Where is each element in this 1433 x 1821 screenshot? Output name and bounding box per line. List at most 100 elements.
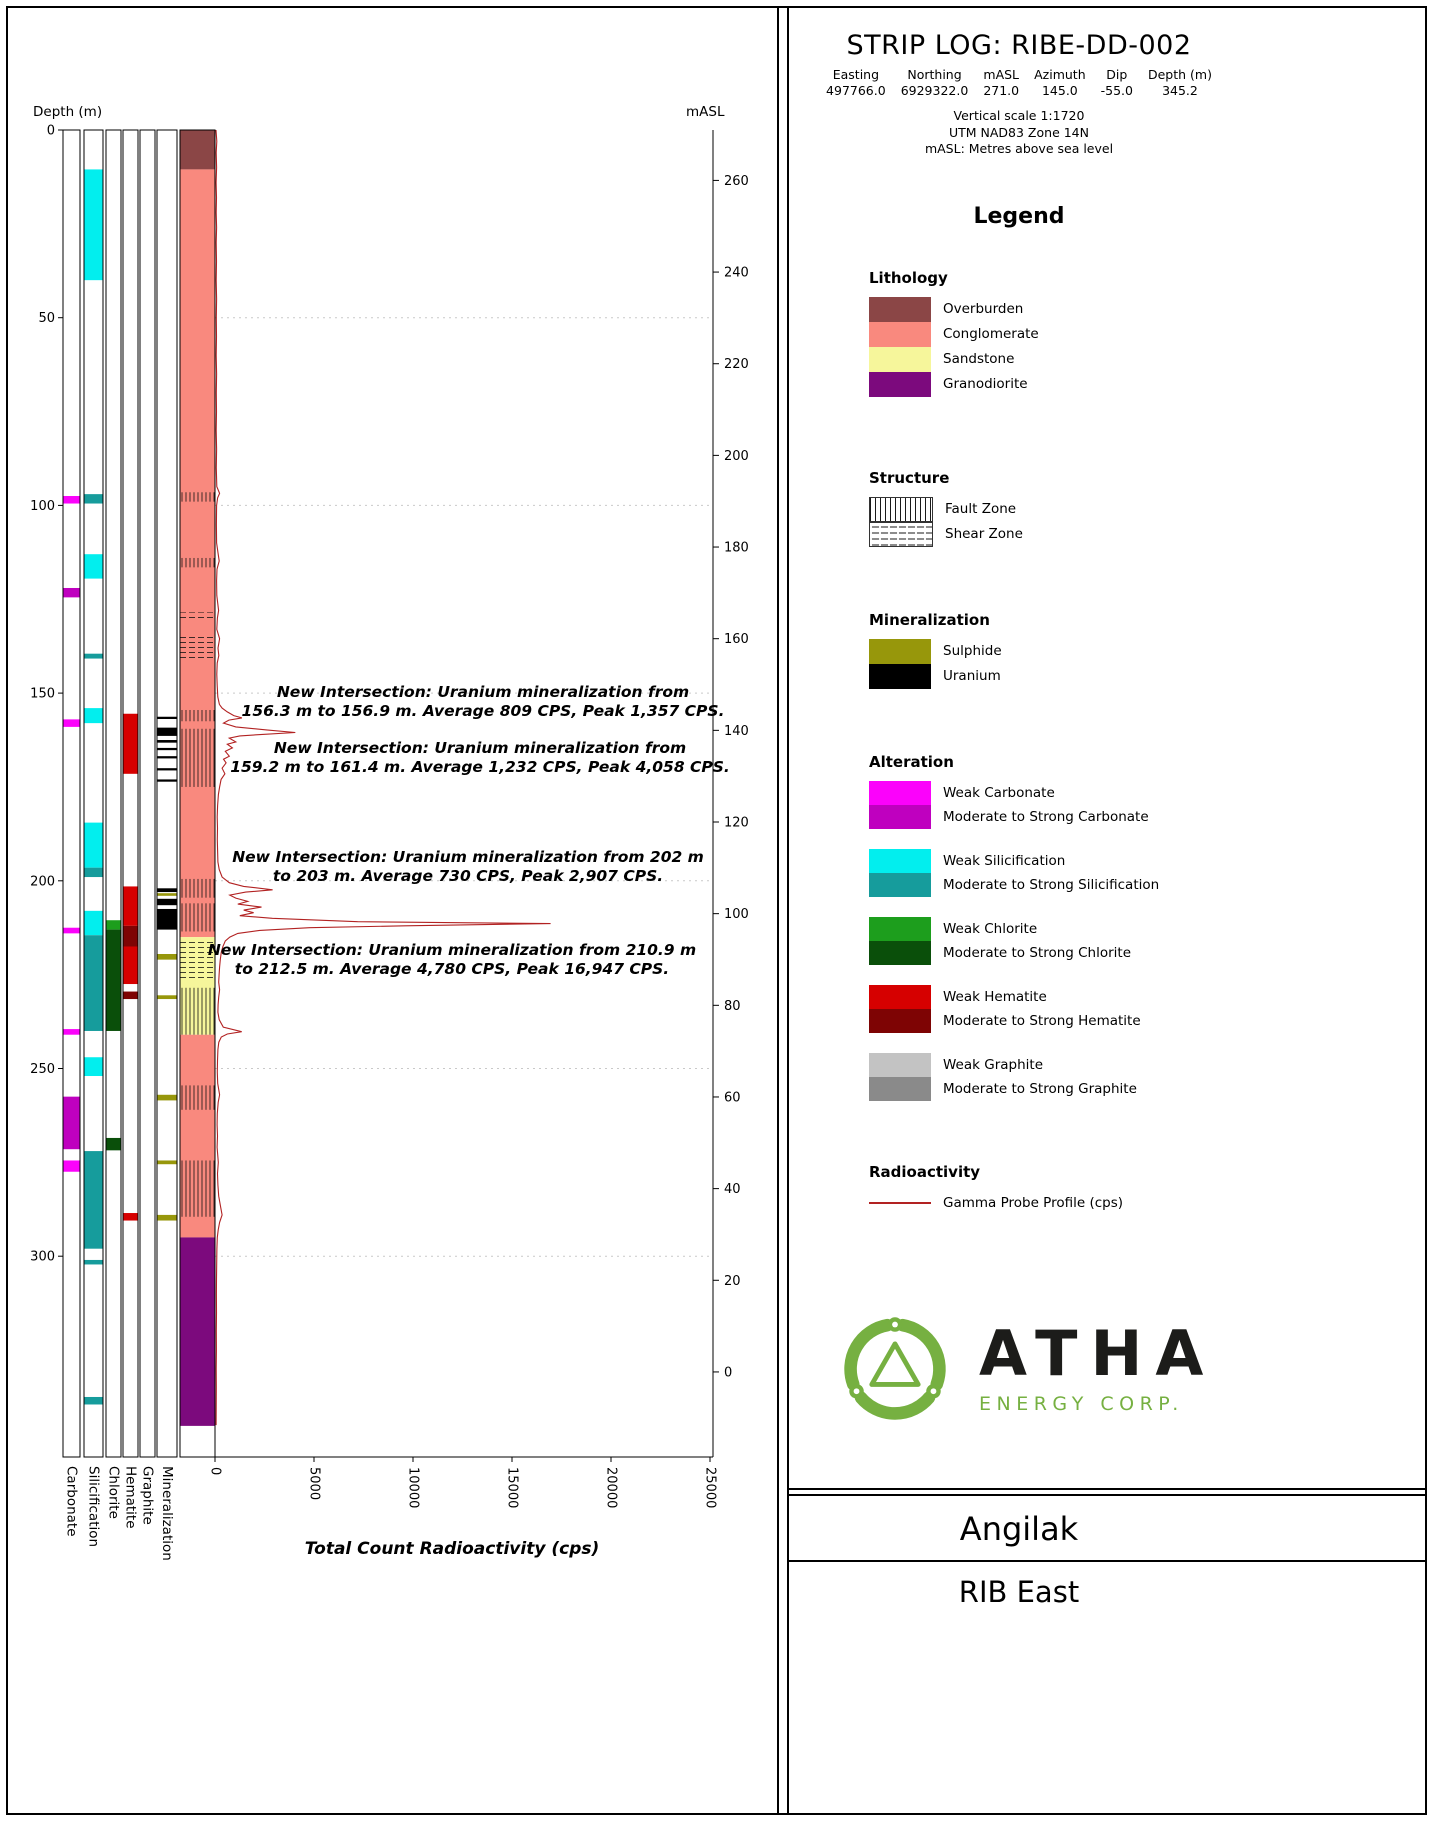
track-label-mineralization: Mineralization xyxy=(159,1466,175,1561)
cps-tick-label: 0 xyxy=(208,1467,223,1475)
depth-axis: 0 50 100 150 200 250 300 xyxy=(30,124,63,1265)
legend-item-label: Fault Zone xyxy=(945,501,1017,518)
track-interval xyxy=(63,1029,80,1035)
collar-info-label: Dip xyxy=(1106,67,1128,82)
track-interval xyxy=(157,908,177,930)
strong-label: Moderate to Strong Hematite xyxy=(943,1012,1141,1029)
track-interval xyxy=(84,1396,103,1405)
cps-tick-label: 20000 xyxy=(604,1467,619,1508)
panel-content: STRIP LOG: RIBE-DD-002 Easting 497766.0 No… xyxy=(789,30,1249,1427)
weak-label: Weak Carbonate xyxy=(943,784,1055,801)
fault-zone xyxy=(180,492,215,502)
legend-title: Legend xyxy=(973,203,1065,229)
cps-tick-label: 10000 xyxy=(406,1467,421,1508)
track-label-silicification: Silicification xyxy=(86,1466,102,1547)
depth-gridlines xyxy=(215,317,710,1257)
masl-tick-label: 240 xyxy=(724,266,749,281)
track-interval xyxy=(123,713,138,774)
legend-item-conglomerate: Conglomerate xyxy=(869,321,1249,347)
scale-notes: Vertical scale 1:1720 UTM NAD83 Zone 14N m… xyxy=(789,108,1249,158)
track-interval xyxy=(84,1259,103,1265)
title-block: Angilak RIB East xyxy=(789,1488,1425,1621)
collar-info-value: -55.0 xyxy=(1100,82,1133,98)
depth-tick-label: 50 xyxy=(38,311,55,326)
alteration-swatch xyxy=(869,1052,931,1101)
fault-zone xyxy=(180,709,215,722)
collar-info-column: Depth (m) 345.2 xyxy=(1148,67,1212,98)
mineralization-heading: Mineralization xyxy=(869,610,990,629)
alteration-group-graphite: Weak Graphite Moderate to Strong Graphite xyxy=(869,1052,1249,1101)
track-interval xyxy=(63,719,80,727)
track-mineralization xyxy=(156,129,178,1458)
structure-heading: Structure xyxy=(869,468,950,487)
cps-axis: 0 5000 10000 15000 20000 25000 Total Count Rad… xyxy=(180,1456,718,1559)
legend-item-overburden: Overburden xyxy=(869,296,1249,322)
intersection-annotation: New Intersection: Uranium mineralization… xyxy=(208,941,696,978)
track-interval xyxy=(157,727,177,736)
legend-item-granodiorite: Granodiorite xyxy=(869,371,1249,397)
legend-section-structure: Structure Fault Zone Shear Zone xyxy=(869,469,1249,547)
strong-swatch xyxy=(869,872,931,897)
legend-section-radioactivity: Radioactivity Gamma Probe Profile (cps) xyxy=(869,1163,1249,1215)
track-interval xyxy=(157,1160,177,1165)
track-interval xyxy=(123,1213,138,1221)
alteration-group-carbonate: Weak Carbonate Moderate to Strong Carbona… xyxy=(869,780,1249,829)
alteration-labels: Weak Carbonate Moderate to Strong Carbona… xyxy=(931,781,1149,829)
track-chlorite xyxy=(105,129,122,1458)
legend-item-sulphide: Sulphide xyxy=(869,638,1249,664)
track-interval xyxy=(84,935,103,1031)
track-interval xyxy=(84,169,103,281)
collar-info-column: Azimuth 145.0 xyxy=(1034,67,1086,98)
track-interval xyxy=(63,587,80,598)
title-block-separator xyxy=(789,1560,1425,1562)
masl-tick-label: 180 xyxy=(724,541,749,556)
alteration-swatch xyxy=(869,848,931,897)
weak-swatch xyxy=(869,984,931,1009)
title-block-inner: Angilak RIB East xyxy=(789,1494,1425,1621)
collar-info-label: Azimuth xyxy=(1034,67,1086,82)
weak-swatch xyxy=(869,848,931,873)
cps-tick-label: 25000 xyxy=(703,1467,718,1508)
collar-info-table: Easting 497766.0 Northing 6929322.0 mASL 271.… xyxy=(789,67,1249,98)
legend-item-label: Shear Zone xyxy=(945,526,1023,543)
atha-logo: ATHA ENERGY CORP. xyxy=(837,1311,1249,1427)
shear-zone xyxy=(180,938,215,979)
legend-item-label: Sulphide xyxy=(943,643,1002,660)
shear-zone xyxy=(180,612,215,622)
track-interval xyxy=(123,946,138,985)
track-interval xyxy=(84,708,103,724)
track-interval xyxy=(157,995,177,1000)
alteration-tracks xyxy=(62,129,178,1458)
logo-subtitle: ENERGY CORP. xyxy=(979,1392,1184,1415)
collar-info-value: 345.2 xyxy=(1162,82,1198,98)
track-interval xyxy=(157,888,177,893)
depth-tick-label: 200 xyxy=(30,874,55,889)
logo-wordmark: ATHA xyxy=(979,1316,1217,1390)
depth-tick-label: 300 xyxy=(30,1250,55,1265)
strong-swatch xyxy=(869,940,931,965)
legend-item-label: Overburden xyxy=(943,301,1024,318)
track-label-carbonate: Carbonate xyxy=(64,1466,80,1537)
track-interval xyxy=(63,1160,80,1172)
masl-tick-label: 200 xyxy=(724,449,749,464)
collar-info-column: Northing 6929322.0 xyxy=(901,67,969,98)
track-interval xyxy=(157,768,177,771)
track-interval xyxy=(157,954,177,960)
track-interval xyxy=(157,779,177,782)
lithology-column xyxy=(179,129,216,1458)
depth-tick-label: 0 xyxy=(47,124,55,139)
legend-item-label: Conglomerate xyxy=(943,326,1039,343)
fault-zone xyxy=(180,1160,215,1217)
shear-zone xyxy=(180,634,215,662)
alteration-labels: Weak Graphite Moderate to Strong Graphite xyxy=(931,1053,1137,1101)
weak-swatch xyxy=(869,916,931,941)
page-title: STRIP LOG: RIBE-DD-002 xyxy=(846,30,1192,61)
logo-text: ATHA ENERGY CORP. xyxy=(979,1316,1217,1415)
cps-tick-label: 5000 xyxy=(307,1467,322,1500)
legend-section-lithology: Lithology Overburden Conglomerate Sandston… xyxy=(869,269,1249,397)
uranium-swatch xyxy=(869,663,931,689)
shear-zone-swatch xyxy=(869,521,933,547)
depth-tick-label: 250 xyxy=(30,1062,55,1077)
alteration-labels: Weak Hematite Moderate to Strong Hematite xyxy=(931,985,1141,1033)
